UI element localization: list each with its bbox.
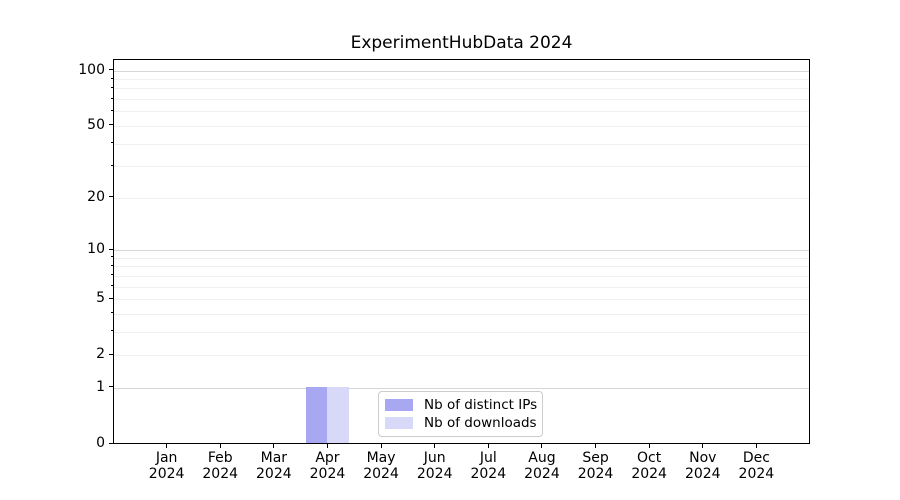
y-tick-label: 1: [96, 378, 105, 395]
x-tick-year: 2024: [524, 466, 560, 482]
y-tick-label: 50: [87, 116, 105, 133]
x-tick-month: Oct: [637, 450, 662, 466]
gridline: [114, 197, 809, 199]
x-tick-month: Apr: [315, 450, 340, 466]
y-tick-label: 0: [96, 435, 105, 451]
x-tick-month: Aug: [528, 450, 556, 466]
x-tick-month: Sep: [582, 450, 609, 466]
gridline-minor: [114, 111, 809, 113]
x-tick-mark: [380, 444, 382, 448]
x-tick-month: Jun: [423, 450, 446, 466]
x-tick-month: Dec: [742, 450, 770, 466]
y-tick-label: 20: [87, 188, 105, 205]
x-tick-month: Feb: [207, 450, 233, 466]
x-tick-year: 2024: [470, 466, 507, 482]
gridline-minor: [114, 143, 809, 145]
legend-swatch-downloads: [385, 417, 413, 429]
x-tick-label: Nov 2024: [667, 450, 739, 482]
x-tick-year: 2024: [256, 466, 292, 482]
x-tick-year: 2024: [363, 466, 399, 482]
x-tick-mark: [326, 444, 328, 448]
x-tick-mark: [273, 444, 275, 448]
y-tick-label: 100: [78, 61, 105, 78]
gridline-minor: [114, 313, 809, 315]
x-tick-month: Mar: [260, 450, 288, 466]
x-tick-year: 2024: [684, 466, 721, 482]
legend-item-downloads: Nb of downloads: [385, 415, 537, 431]
x-tick-mark: [434, 444, 436, 448]
gridline-minor: [114, 79, 809, 81]
x-tick-mark: [755, 444, 757, 448]
gridline-minor: [114, 275, 809, 277]
x-tick-year: 2024: [309, 466, 346, 482]
gridline-minor: [114, 331, 809, 333]
x-tick-label: Sep 2024: [560, 450, 632, 482]
y-tick-label: 10: [87, 241, 105, 257]
x-tick-label: Dec 2024: [720, 450, 792, 482]
gridline-minor: [114, 99, 809, 101]
x-tick-mark: [166, 444, 168, 448]
x-tick-mark: [595, 444, 597, 448]
gridline: [114, 355, 809, 357]
chart-title: ExperimentHubData 2024: [350, 33, 573, 53]
x-tick-year: 2024: [202, 466, 239, 482]
x-tick-year: 2024: [577, 466, 614, 482]
x-tick-label: Aug 2024: [506, 450, 578, 482]
legend-swatch-distinct-ips: [385, 399, 413, 411]
legend-label-distinct-ips: Nb of distinct IPs: [424, 397, 538, 413]
y-tick-label: 5: [96, 290, 105, 307]
gridline: [114, 387, 809, 389]
gridline-minor: [114, 166, 809, 168]
gridline-minor: [114, 266, 809, 268]
gridline-minor: [114, 257, 809, 259]
x-tick-year: 2024: [738, 466, 775, 482]
x-tick-year: 2024: [631, 466, 667, 482]
gridline-minor: [114, 88, 809, 90]
x-tick-label: Apr 2024: [291, 450, 363, 482]
x-tick-label: Feb 2024: [184, 450, 256, 482]
x-tick-month: Jul: [479, 450, 497, 466]
gridline-minor: [114, 286, 809, 288]
x-tick-year: 2024: [416, 466, 453, 482]
x-tick-mark: [702, 444, 704, 448]
gridline: [114, 250, 809, 251]
x-tick-year: 2024: [148, 466, 185, 482]
x-tick-mark: [541, 444, 543, 448]
gridline: [114, 125, 809, 127]
gridline: [114, 70, 809, 72]
x-tick-label: Jul 2024: [452, 450, 524, 482]
x-tick-month: Jan: [155, 450, 178, 466]
x-tick-mark: [219, 444, 221, 448]
legend: Nb of distinct IPs Nb of downloads: [378, 391, 544, 437]
x-tick-label: Jan 2024: [131, 450, 203, 482]
x-tick-label: Oct 2024: [613, 450, 685, 482]
y-tick-label: 2: [96, 346, 105, 363]
x-tick-label: May 2024: [345, 450, 417, 482]
legend-label-downloads: Nb of downloads: [424, 415, 537, 431]
x-tick-mark: [487, 444, 489, 448]
x-tick-label: Mar 2024: [238, 450, 310, 482]
bar-nb-of-downloads-apr: [327, 386, 349, 443]
x-tick-mark: [648, 444, 650, 448]
bar-nb-of-distinct-ips-apr: [305, 386, 328, 443]
x-tick-label: Jun 2024: [399, 450, 471, 482]
x-tick-month: May: [366, 450, 396, 466]
x-tick-month: Nov: [689, 450, 717, 466]
gridline: [114, 299, 809, 301]
legend-item-distinct-ips: Nb of distinct IPs: [385, 397, 537, 413]
plot-area: Nb of distinct IPs Nb of downloads: [113, 59, 810, 444]
